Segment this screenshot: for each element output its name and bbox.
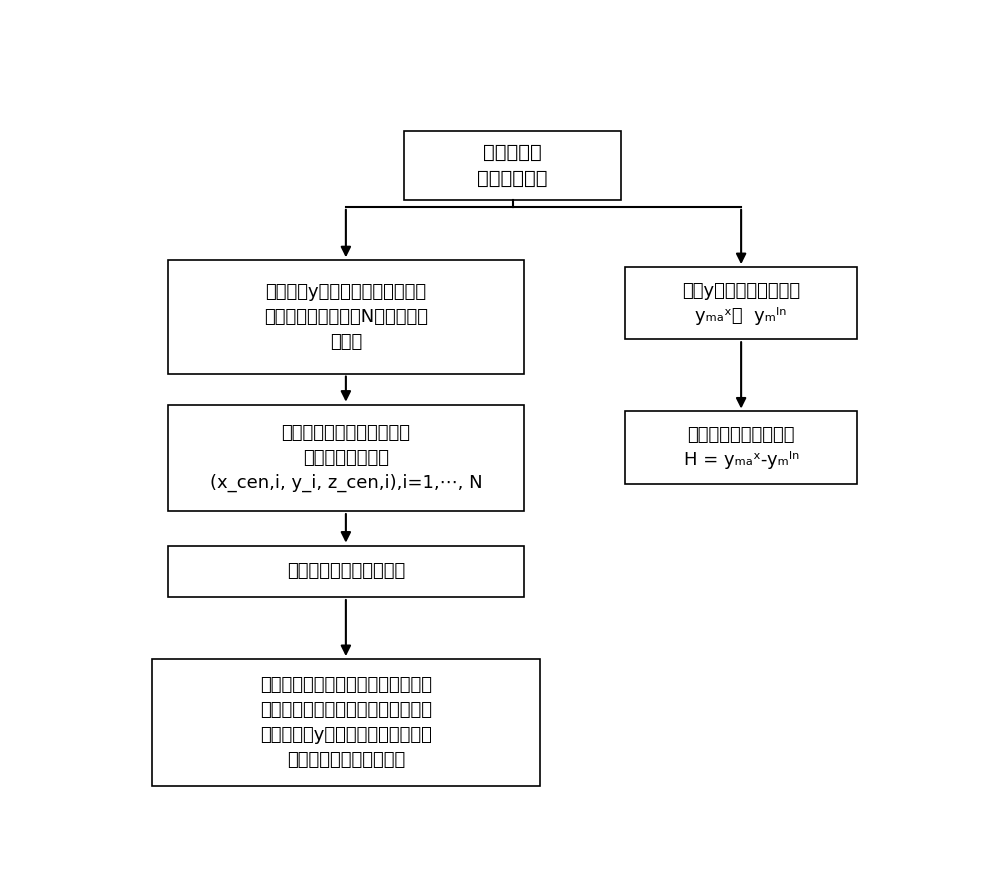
FancyBboxPatch shape bbox=[168, 405, 524, 511]
Text: 直线拟合几何中心点坐标: 直线拟合几何中心点坐标 bbox=[287, 563, 405, 580]
FancyBboxPatch shape bbox=[625, 267, 857, 339]
FancyBboxPatch shape bbox=[168, 546, 524, 597]
FancyBboxPatch shape bbox=[152, 659, 540, 786]
FancyBboxPatch shape bbox=[404, 131, 621, 200]
Text: 搜索y坐标最大、最小值
yₘₐˣ，  yₘᴵⁿ: 搜索y坐标最大、最小值 yₘₐˣ， yₘᴵⁿ bbox=[682, 281, 800, 325]
FancyBboxPatch shape bbox=[168, 260, 524, 373]
Text: 计算单晶硅棒的高度值
H = yₘₐˣ-yₘᴵⁿ: 计算单晶硅棒的高度值 H = yₘₐˣ-yₘᴵⁿ bbox=[684, 426, 799, 469]
Text: 用垂直于y坐标轴的等间隔横截面
切割三维点云，得到N个横截面轮
廓点云: 用垂直于y坐标轴的等间隔横截面 切割三维点云，得到N个横截面轮 廓点云 bbox=[264, 283, 428, 351]
FancyBboxPatch shape bbox=[625, 412, 857, 484]
Text: 计算点云模型中各点到拟合后几何中
心线的距离。记录最大、最小距离以
及对应点的y坐标，即测得单晶硅棒
的最大、最小直径及位置: 计算点云模型中各点到拟合后几何中 心线的距离。记录最大、最小距离以 及对应点的y… bbox=[260, 676, 432, 769]
Text: 计算横截面轮廓点云的几何
中心点坐标，记为
(x_cen,i, y_i, z_cen,i),i=1,⋯, N: 计算横截面轮廓点云的几何 中心点坐标，记为 (x_cen,i, y_i, z_c… bbox=[210, 423, 482, 492]
Text: 单晶硅棒的
三维点云模型: 单晶硅棒的 三维点云模型 bbox=[477, 143, 548, 188]
